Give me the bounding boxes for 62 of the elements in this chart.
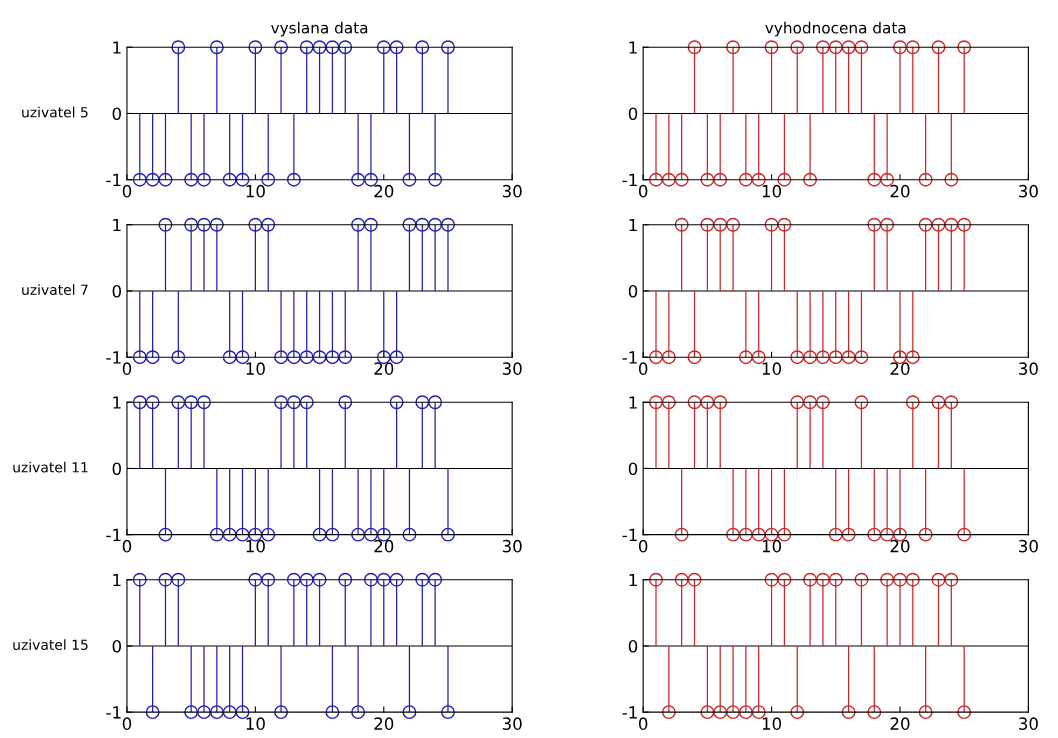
y-axis-title: uzivatel 15 — [13, 639, 88, 650]
x-tick-label: 20 — [890, 717, 910, 730]
y-axis-title: uzivatel 5 — [22, 106, 88, 118]
y-tick-label: 0 — [112, 462, 121, 476]
y-tick-label: 0 — [628, 284, 638, 298]
y-tick-label: -1 — [106, 706, 121, 719]
x-tick-label: 0 — [638, 184, 648, 198]
y-tick-label: -1 — [622, 706, 637, 719]
y-tick-label: -1 — [106, 173, 121, 187]
x-tick-label: 30 — [1019, 539, 1038, 553]
x-tick-label: 10 — [246, 362, 265, 375]
x-tick-label: 30 — [1019, 717, 1038, 730]
x-tick-label: 30 — [502, 184, 522, 198]
x-tick-label: 30 — [1019, 184, 1038, 198]
x-tick-label: 20 — [374, 539, 394, 553]
x-tick-label: 0 — [638, 717, 648, 730]
y-tick-label: 1 — [113, 218, 121, 232]
y-tick-label: 0 — [112, 639, 121, 653]
y-tick-label: 1 — [113, 396, 121, 409]
x-tick-label: 30 — [502, 362, 522, 375]
x-tick-label: 0 — [122, 539, 132, 553]
x-tick-label: 10 — [762, 362, 782, 375]
y-tick-label: 0 — [628, 107, 638, 121]
y-tick-label: 1 — [113, 573, 121, 587]
x-tick-label: 30 — [502, 717, 522, 730]
chart-title: vyhodnocena data — [765, 21, 906, 37]
x-tick-label: 20 — [890, 362, 910, 375]
x-tick-label: 20 — [374, 362, 394, 375]
y-tick-label: -1 — [622, 528, 637, 542]
x-tick-label: 20 — [890, 184, 910, 198]
x-tick-label: 0 — [122, 362, 132, 375]
x-tick-label: 30 — [1019, 362, 1038, 375]
y-tick-label: 1 — [629, 218, 637, 232]
x-tick-label: 10 — [246, 717, 265, 730]
x-tick-label: 20 — [374, 717, 394, 730]
y-tick-label: 1 — [113, 41, 121, 54]
x-tick-label: 0 — [122, 717, 132, 730]
y-tick-label: -1 — [106, 528, 121, 542]
x-tick-label: 10 — [246, 184, 265, 198]
y-tick-label: 0 — [628, 639, 638, 653]
x-tick-label: 0 — [638, 539, 648, 553]
y-tick-label: 1 — [629, 573, 637, 587]
x-tick-label: 20 — [374, 184, 394, 198]
x-tick-label: 10 — [762, 184, 782, 198]
x-tick-label: 20 — [890, 539, 910, 553]
y-tick-label: 0 — [628, 462, 638, 476]
y-tick-label: -1 — [622, 173, 637, 187]
x-tick-label: 30 — [502, 539, 522, 553]
x-tick-label: 10 — [762, 717, 782, 730]
y-tick-label: 0 — [112, 107, 121, 121]
y-tick-label: 0 — [112, 284, 121, 298]
y-tick-label: 1 — [629, 41, 637, 54]
y-tick-label: -1 — [622, 351, 637, 364]
x-tick-label: 0 — [638, 362, 648, 375]
y-tick-label: 1 — [629, 396, 637, 409]
x-tick-label: 0 — [122, 184, 132, 198]
y-axis-title: uzivatel 11 — [13, 461, 88, 473]
chart-title: vyslana data — [271, 21, 368, 37]
x-tick-label: 10 — [762, 539, 782, 553]
y-axis-title: uzivatel 7 — [22, 284, 88, 295]
x-tick-label: 10 — [246, 539, 265, 553]
y-tick-label: -1 — [106, 351, 121, 364]
